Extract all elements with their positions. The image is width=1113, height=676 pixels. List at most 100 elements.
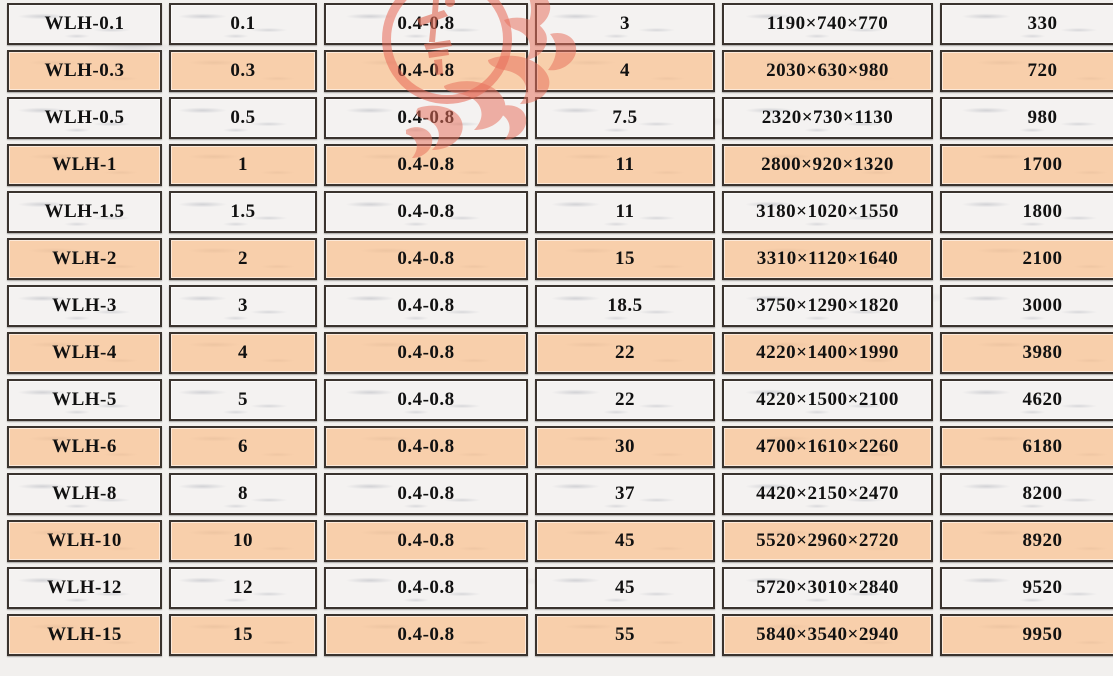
- cell-pressure: 0.4-0.8: [324, 50, 528, 92]
- cell-capacity: 4: [169, 332, 317, 374]
- cell-weight: 8200: [940, 473, 1113, 515]
- cell-dimensions: 5720×3010×2840: [722, 567, 933, 609]
- cell-power: 22: [535, 379, 715, 421]
- cell-capacity: 5: [169, 379, 317, 421]
- cell-weight: 2100: [940, 238, 1113, 280]
- cell-dimensions: 4700×1610×2260: [722, 426, 933, 468]
- cell-capacity: 10: [169, 520, 317, 562]
- cell-pressure: 0.4-0.8: [324, 191, 528, 233]
- table-row: WLH-3 3 0.4-0.8 18.5 3750×1290×1820 3000: [7, 285, 1113, 327]
- cell-pressure: 0.4-0.8: [324, 238, 528, 280]
- table-row: WLH-0.5 0.5 0.4-0.8 7.5 2320×730×1130 980: [7, 97, 1113, 139]
- cell-power: 3: [535, 3, 715, 45]
- cell-power: 45: [535, 520, 715, 562]
- cell-dimensions: 4220×1400×1990: [722, 332, 933, 374]
- cell-capacity: 0.5: [169, 97, 317, 139]
- cell-capacity: 2: [169, 238, 317, 280]
- cell-power: 22: [535, 332, 715, 374]
- cell-model: WLH-3: [7, 285, 162, 327]
- cell-weight: 9950: [940, 614, 1113, 656]
- cell-dimensions: 3750×1290×1820: [722, 285, 933, 327]
- cell-power: 11: [535, 191, 715, 233]
- cell-capacity: 8: [169, 473, 317, 515]
- table-row: WLH-1.5 1.5 0.4-0.8 11 3180×1020×1550 1800: [7, 191, 1113, 233]
- table-row: WLH-12 12 0.4-0.8 45 5720×3010×2840 9520: [7, 567, 1113, 609]
- table-row: WLH-10 10 0.4-0.8 45 5520×2960×2720 8920: [7, 520, 1113, 562]
- cell-dimensions: 4420×2150×2470: [722, 473, 933, 515]
- cell-power: 55: [535, 614, 715, 656]
- specification-table: WLH-0.1 0.1 0.4-0.8 3 1190×740×770 330 WLH-0.3…: [7, 3, 1113, 656]
- cell-power: 37: [535, 473, 715, 515]
- cell-weight: 3980: [940, 332, 1113, 374]
- table-row: WLH-4 4 0.4-0.8 22 4220×1400×1990 3980: [7, 332, 1113, 374]
- cell-pressure: 0.4-0.8: [324, 614, 528, 656]
- cell-pressure: 0.4-0.8: [324, 426, 528, 468]
- cell-dimensions: 5520×2960×2720: [722, 520, 933, 562]
- cell-pressure: 0.4-0.8: [324, 567, 528, 609]
- cell-power: 15: [535, 238, 715, 280]
- cell-power: 7.5: [535, 97, 715, 139]
- table-row: WLH-2 2 0.4-0.8 15 3310×1120×1640 2100: [7, 238, 1113, 280]
- cell-weight: 330: [940, 3, 1113, 45]
- cell-capacity: 12: [169, 567, 317, 609]
- cell-pressure: 0.4-0.8: [324, 285, 528, 327]
- cell-dimensions: 4220×1500×2100: [722, 379, 933, 421]
- cell-dimensions: 5840×3540×2940: [722, 614, 933, 656]
- cell-pressure: 0.4-0.8: [324, 473, 528, 515]
- cell-power: 18.5: [535, 285, 715, 327]
- cell-pressure: 0.4-0.8: [324, 332, 528, 374]
- cell-capacity: 1: [169, 144, 317, 186]
- cell-capacity: 6: [169, 426, 317, 468]
- cell-weight: 720: [940, 50, 1113, 92]
- cell-capacity: 0.1: [169, 3, 317, 45]
- cell-weight: 3000: [940, 285, 1113, 327]
- table-row: WLH-8 8 0.4-0.8 37 4420×2150×2470 8200: [7, 473, 1113, 515]
- cell-power: 30: [535, 426, 715, 468]
- table-row: WLH-6 6 0.4-0.8 30 4700×1610×2260 6180: [7, 426, 1113, 468]
- cell-model: WLH-0.3: [7, 50, 162, 92]
- cell-dimensions: 2800×920×1320: [722, 144, 933, 186]
- cell-weight: 1700: [940, 144, 1113, 186]
- table-row: WLH-0.1 0.1 0.4-0.8 3 1190×740×770 330: [7, 3, 1113, 45]
- cell-capacity: 0.3: [169, 50, 317, 92]
- cell-power: 4: [535, 50, 715, 92]
- cell-power: 45: [535, 567, 715, 609]
- cell-model: WLH-2: [7, 238, 162, 280]
- cell-capacity: 15: [169, 614, 317, 656]
- cell-capacity: 1.5: [169, 191, 317, 233]
- cell-model: WLH-10: [7, 520, 162, 562]
- cell-pressure: 0.4-0.8: [324, 144, 528, 186]
- table-row: WLH-1 1 0.4-0.8 11 2800×920×1320 1700: [7, 144, 1113, 186]
- cell-model: WLH-15: [7, 614, 162, 656]
- cell-dimensions: 3180×1020×1550: [722, 191, 933, 233]
- cell-weight: 6180: [940, 426, 1113, 468]
- cell-weight: 9520: [940, 567, 1113, 609]
- cell-pressure: 0.4-0.8: [324, 520, 528, 562]
- table-body: WLH-0.1 0.1 0.4-0.8 3 1190×740×770 330 WLH-0.3…: [7, 3, 1113, 656]
- cell-model: WLH-0.1: [7, 3, 162, 45]
- cell-weight: 4620: [940, 379, 1113, 421]
- cell-model: WLH-8: [7, 473, 162, 515]
- cell-dimensions: 2320×730×1130: [722, 97, 933, 139]
- cell-model: WLH-4: [7, 332, 162, 374]
- cell-pressure: 0.4-0.8: [324, 379, 528, 421]
- cell-model: WLH-12: [7, 567, 162, 609]
- cell-capacity: 3: [169, 285, 317, 327]
- table-row: WLH-0.3 0.3 0.4-0.8 4 2030×630×980 720: [7, 50, 1113, 92]
- cell-power: 11: [535, 144, 715, 186]
- table-row: WLH-5 5 0.4-0.8 22 4220×1500×2100 4620: [7, 379, 1113, 421]
- cell-weight: 8920: [940, 520, 1113, 562]
- cell-model: WLH-1.5: [7, 191, 162, 233]
- cell-weight: 980: [940, 97, 1113, 139]
- cell-dimensions: 3310×1120×1640: [722, 238, 933, 280]
- cell-model: WLH-0.5: [7, 97, 162, 139]
- cell-model: WLH-5: [7, 379, 162, 421]
- cell-dimensions: 1190×740×770: [722, 3, 933, 45]
- cell-pressure: 0.4-0.8: [324, 3, 528, 45]
- cell-dimensions: 2030×630×980: [722, 50, 933, 92]
- cell-model: WLH-6: [7, 426, 162, 468]
- cell-weight: 1800: [940, 191, 1113, 233]
- table-row: WLH-15 15 0.4-0.8 55 5840×3540×2940 9950: [7, 614, 1113, 656]
- cell-pressure: 0.4-0.8: [324, 97, 528, 139]
